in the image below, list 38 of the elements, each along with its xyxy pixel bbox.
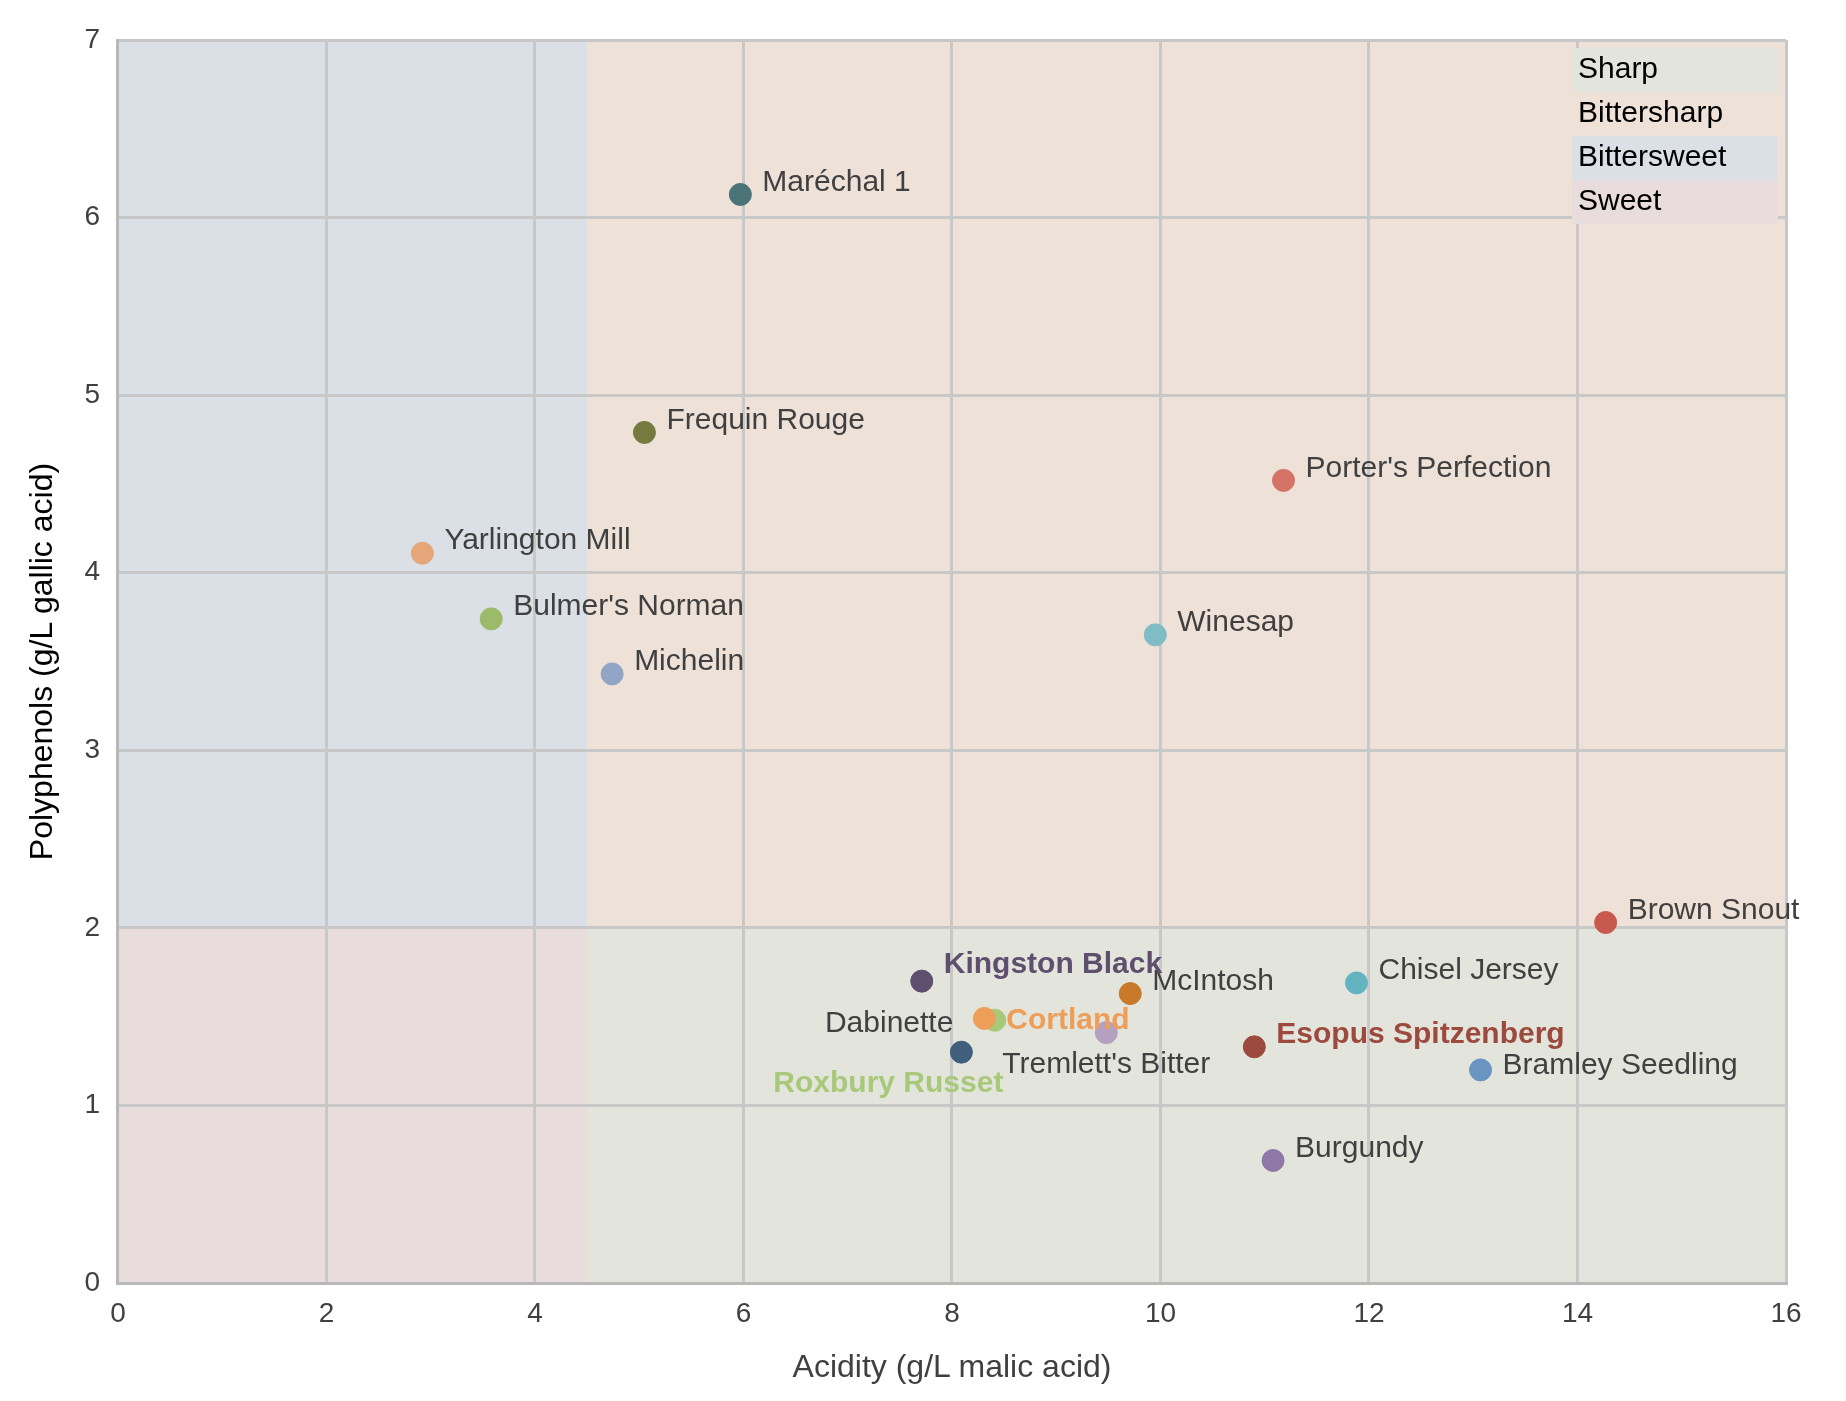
series-label: Porter's Perfection: [1305, 449, 1552, 483]
series-label: Tremlett's Bitter: [1002, 1045, 1211, 1079]
y-tick-label: 1: [84, 1088, 100, 1120]
y-tick-label: 2: [84, 910, 100, 942]
x-tick-label: 8: [944, 1296, 960, 1328]
series-label: Brown Snout: [1627, 891, 1801, 925]
series-label: Michelin: [634, 643, 745, 677]
x-axis-title: Acidity (g/L malic acid): [792, 1347, 1112, 1384]
series-label: Frequin Rouge: [666, 401, 865, 435]
y-tick-label: 3: [84, 733, 100, 764]
x-tick-label: 0: [110, 1296, 126, 1328]
series-label: Yarlington Mill: [444, 522, 631, 556]
series-label: Roxbury Russet: [773, 1065, 1004, 1099]
text: Sharp: [1578, 51, 1659, 85]
series-label: Esopus Spitzenberg: [1276, 1016, 1565, 1050]
x-tick-label: 10: [1144, 1296, 1177, 1328]
y-tick-label: 0: [84, 1265, 100, 1297]
x-tick-label: 12: [1353, 1296, 1385, 1328]
text: Bittersweet: [1578, 139, 1728, 173]
x-tick-label: 2: [318, 1296, 335, 1328]
x-tick-label: 6: [735, 1296, 752, 1328]
x-tick-label: 14: [1561, 1296, 1594, 1328]
series-label: Maréchal 1: [762, 163, 911, 197]
series-label: Bittersharp: [1578, 95, 1724, 129]
x-tick-label: 4: [527, 1296, 543, 1328]
y-tick-label: 5: [84, 377, 100, 409]
x-tick-label: 16: [1770, 1296, 1802, 1328]
series-label: Dabinette: [824, 1005, 954, 1039]
series-label: Winesap: [1177, 604, 1294, 638]
series-label: Bulmer's Norman: [513, 588, 744, 622]
text: Sweet: [1578, 183, 1663, 217]
y-tick-label: 4: [84, 555, 100, 587]
y-axis-title: Polyphenols (g/L gallic acid): [23, 462, 60, 861]
series-label: Burgundy: [1295, 1129, 1424, 1163]
series-label: Chisel Jersey: [1378, 952, 1559, 986]
series-label: Cortland: [1006, 1001, 1130, 1035]
y-tick-label: 7: [84, 22, 100, 54]
y-tick-label: 6: [84, 200, 100, 232]
